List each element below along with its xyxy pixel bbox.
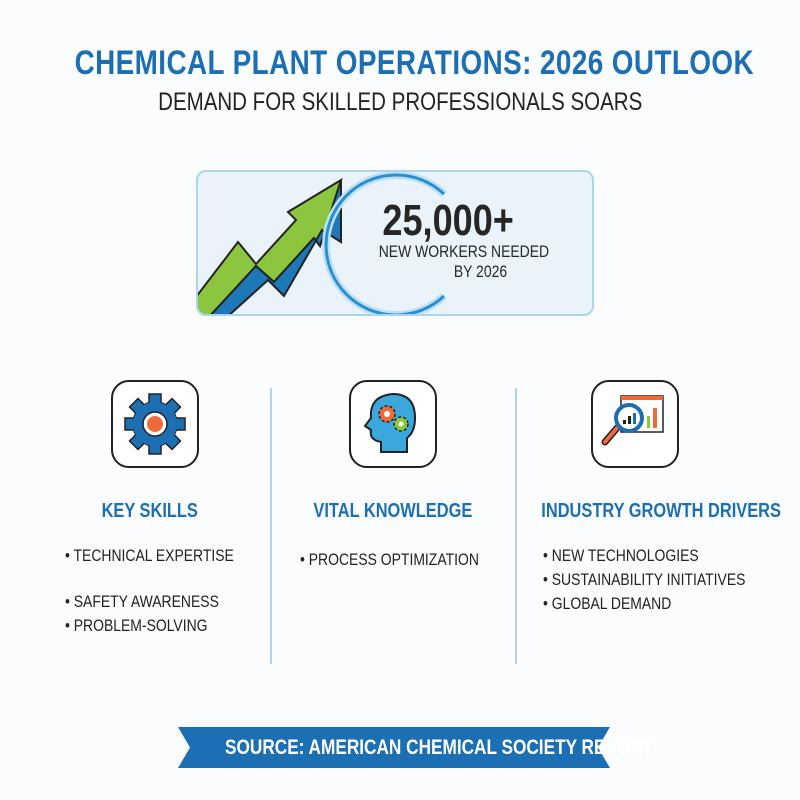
bullet-item: • GLOBAL DEMAND bbox=[543, 594, 672, 613]
head-gears-icon bbox=[363, 392, 417, 453]
bullet-item: • PROBLEM-SOLVING bbox=[65, 616, 208, 635]
hero-label-year: BY 2026 bbox=[453, 262, 507, 281]
page-subtitle: DEMAND FOR SKILLED PROFESSIONALS SOARS bbox=[157, 88, 643, 116]
bullet-item: • TECHNICAL EXPERTISE bbox=[65, 546, 234, 565]
source-text: SOURCE: AMERICAN CHEMICAL SOCIETY REPORT bbox=[225, 736, 654, 759]
bullet-item: • NEW TECHNOLOGIES bbox=[543, 546, 699, 565]
gear-icon-box bbox=[111, 380, 199, 468]
column-heading-growth-drivers: INDUSTRY GROWTH DRIVERS bbox=[541, 500, 781, 522]
source-banner bbox=[178, 727, 610, 768]
hero-stat-card bbox=[196, 170, 594, 316]
hero-number: 25,000+ bbox=[382, 196, 514, 245]
magnifier-chart-icon-box bbox=[591, 380, 679, 468]
gear-icon bbox=[124, 393, 186, 455]
bullet-item: • SUSTAINABILITY INITIATIVES bbox=[543, 570, 746, 589]
bullet-item: • PROCESS OPTIMIZATION bbox=[300, 550, 479, 569]
hero-label: NEW WORKERS NEEDED bbox=[378, 242, 550, 261]
column-heading-vital-knowledge: VITAL KNOWLEDGE bbox=[313, 500, 473, 522]
column-divider bbox=[270, 388, 272, 664]
magnifier-chart-icon bbox=[601, 395, 664, 446]
head-gears-icon-box bbox=[349, 380, 437, 468]
page-title: CHEMICAL PLANT OPERATIONS: 2026 OUTLOOK bbox=[74, 44, 755, 82]
column-heading-key-skills: KEY SKILLS bbox=[101, 500, 199, 522]
column-divider bbox=[515, 388, 517, 664]
trending-up-arrow-icon bbox=[198, 172, 447, 314]
bullet-item: • SAFETY AWARENESS bbox=[65, 592, 219, 611]
